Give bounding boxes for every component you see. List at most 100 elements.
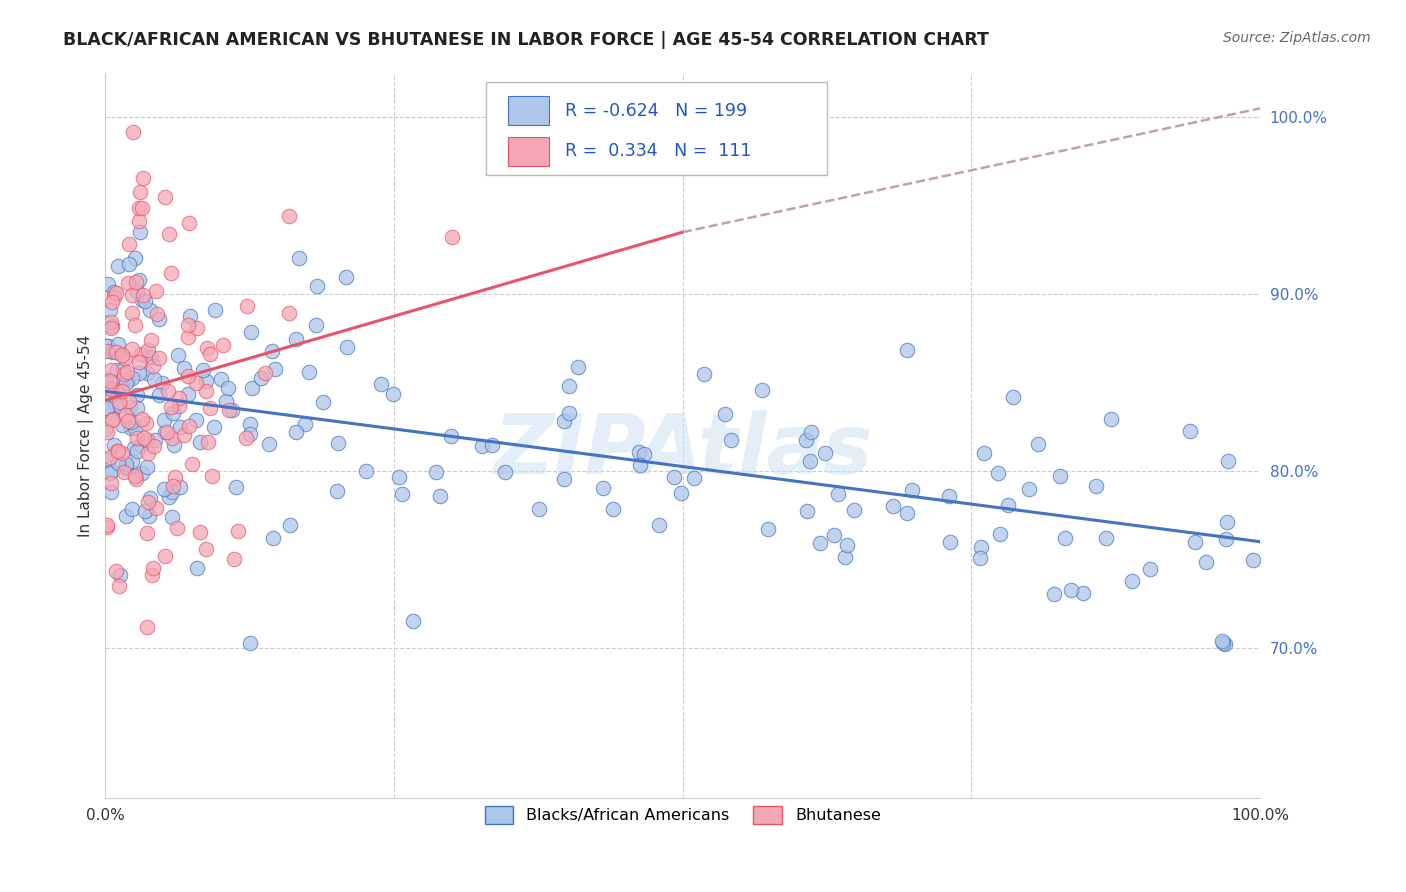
Point: [97, 395, 120, 409]
Point: [105, 444, 128, 458]
Point: [122, 442, 145, 456]
Point: [112, 363, 135, 377]
Point: [115, 460, 138, 475]
Point: [683, 471, 706, 485]
Point: [163, 469, 186, 483]
Point: [98, 303, 121, 318]
Point: [153, 482, 176, 496]
Point: [114, 367, 136, 381]
Point: [370, 377, 392, 392]
Point: [495, 465, 517, 479]
Point: [107, 336, 129, 351]
Point: [105, 344, 128, 359]
Point: [136, 351, 159, 365]
Point: [159, 400, 181, 414]
Point: [129, 438, 152, 452]
Point: [131, 466, 153, 480]
Point: [179, 216, 201, 230]
Point: [558, 406, 581, 420]
Point: [143, 434, 166, 448]
Point: [194, 374, 217, 388]
Point: [107, 384, 129, 399]
Point: [98, 450, 121, 464]
Point: [1216, 454, 1239, 468]
Point: [118, 394, 141, 409]
Point: [305, 318, 328, 333]
Point: [163, 438, 186, 452]
Text: R = -0.624   N = 199: R = -0.624 N = 199: [565, 102, 747, 120]
Point: [794, 433, 817, 447]
Point: [134, 431, 156, 445]
Point: [714, 407, 737, 421]
Point: [100, 475, 122, 490]
Point: [98, 344, 121, 359]
Point: [177, 318, 200, 332]
Point: [250, 371, 273, 385]
Point: [186, 320, 208, 334]
Point: [796, 504, 818, 518]
Point: [136, 445, 159, 459]
Point: [120, 421, 142, 435]
Point: [662, 470, 685, 484]
Point: [188, 524, 211, 539]
Point: [1184, 535, 1206, 549]
Point: [177, 369, 200, 384]
Point: [262, 531, 284, 545]
Point: [808, 535, 831, 549]
Point: [1121, 574, 1143, 588]
Point: [240, 380, 263, 394]
Point: [139, 303, 162, 318]
Point: [114, 351, 136, 365]
Point: [108, 399, 131, 413]
Point: [896, 343, 918, 357]
Point: [440, 429, 463, 443]
Point: [157, 227, 180, 241]
Point: [121, 305, 143, 319]
Point: [148, 388, 170, 402]
Point: [837, 538, 859, 552]
Point: [104, 286, 127, 301]
Point: [94, 371, 117, 385]
Point: [1060, 583, 1083, 598]
Point: [121, 342, 143, 356]
Point: [120, 401, 142, 415]
Point: [101, 406, 124, 420]
Point: [141, 334, 163, 348]
Point: [129, 225, 152, 239]
Point: [180, 457, 202, 471]
Point: [212, 338, 235, 352]
Point: [204, 302, 226, 317]
Point: [823, 527, 845, 541]
Point: [671, 486, 693, 500]
Point: [425, 465, 447, 479]
Point: [135, 433, 157, 447]
Point: [970, 540, 993, 554]
Point: [136, 619, 159, 633]
Point: [997, 499, 1019, 513]
Point: [114, 457, 136, 471]
Point: [97, 277, 120, 292]
Point: [285, 425, 308, 439]
Point: [125, 431, 148, 445]
Point: [195, 384, 218, 399]
Point: [110, 347, 132, 361]
Point: [167, 347, 190, 361]
Point: [1139, 562, 1161, 576]
Point: [127, 444, 149, 458]
Point: [558, 378, 581, 392]
Point: [567, 360, 589, 375]
Point: [115, 365, 138, 379]
Point: [160, 266, 183, 280]
Point: [153, 413, 176, 427]
Point: [354, 464, 377, 478]
Point: [148, 351, 170, 366]
Point: [100, 321, 122, 335]
Point: [402, 614, 425, 628]
Point: [179, 419, 201, 434]
Point: [160, 509, 183, 524]
Point: [117, 276, 139, 290]
Point: [1195, 555, 1218, 569]
Point: [142, 359, 165, 374]
Point: [751, 383, 773, 397]
Point: [117, 237, 139, 252]
